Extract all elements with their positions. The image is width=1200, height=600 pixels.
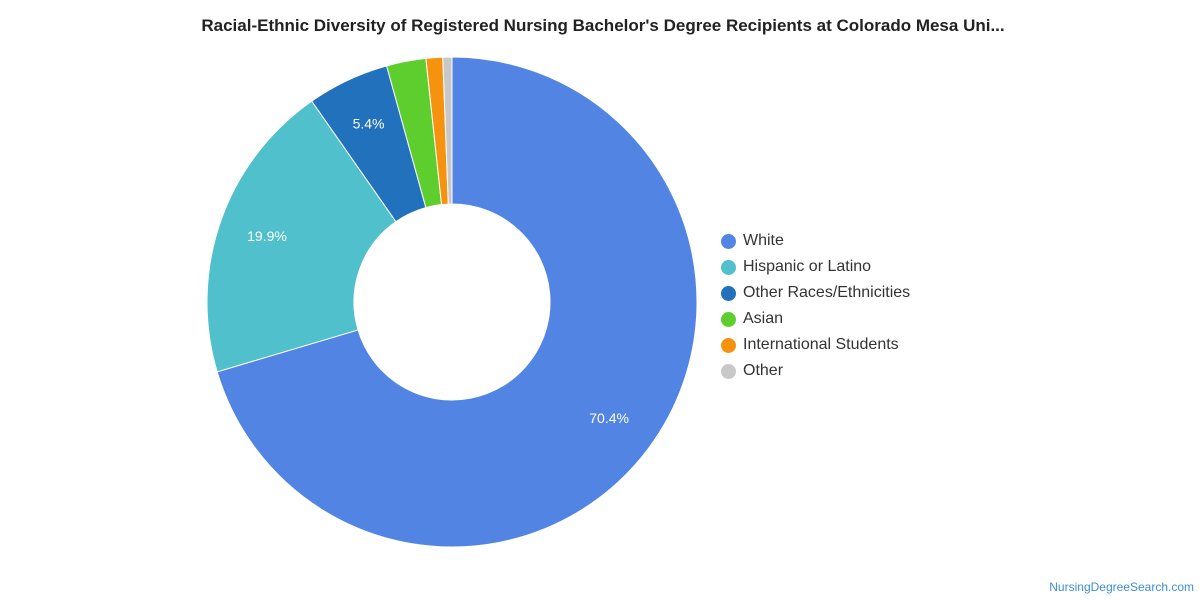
legend-swatch-icon xyxy=(721,363,736,379)
legend-item-other[interactable]: Other xyxy=(721,358,910,384)
legend-item-international-students[interactable]: International Students xyxy=(721,332,910,358)
legend-item-hispanic-or-latino[interactable]: Hispanic or Latino xyxy=(721,254,910,280)
legend-swatch-icon xyxy=(721,285,736,301)
legend-label: International Students xyxy=(743,336,899,353)
legend-swatch-icon xyxy=(721,233,736,249)
legend-swatch-icon xyxy=(721,259,736,275)
slice-white xyxy=(216,56,698,548)
slice-hispanic-or-latino xyxy=(206,100,397,373)
legend-label: White xyxy=(743,232,784,249)
legend-item-other-races-ethnicities[interactable]: Other Races/Ethnicities xyxy=(721,280,910,306)
slice-other xyxy=(442,56,453,205)
source-link[interactable]: NursingDegreeSearch.com xyxy=(1049,580,1194,594)
data-label-white: 70.4% xyxy=(589,410,629,426)
legend-item-white[interactable]: White xyxy=(721,228,910,254)
legend-label: Hispanic or Latino xyxy=(743,258,872,275)
legend-label: Asian xyxy=(743,310,784,327)
legend-item-asian[interactable]: Asian xyxy=(721,306,910,332)
data-label-other-races-ethnicities: 5.4% xyxy=(353,115,385,131)
data-label-hispanic-or-latino: 19.9% xyxy=(247,228,287,244)
chart-legend: White Hispanic or Latino Other Races/Ethni… xyxy=(721,228,910,384)
legend-swatch-icon xyxy=(721,311,736,327)
legend-label: Other Races/Ethnicities xyxy=(743,284,911,301)
legend-swatch-icon xyxy=(721,337,736,353)
legend-label: Other xyxy=(743,362,784,379)
chart-title: Racial-Ethnic Diversity of Registered Nu… xyxy=(201,16,1005,35)
